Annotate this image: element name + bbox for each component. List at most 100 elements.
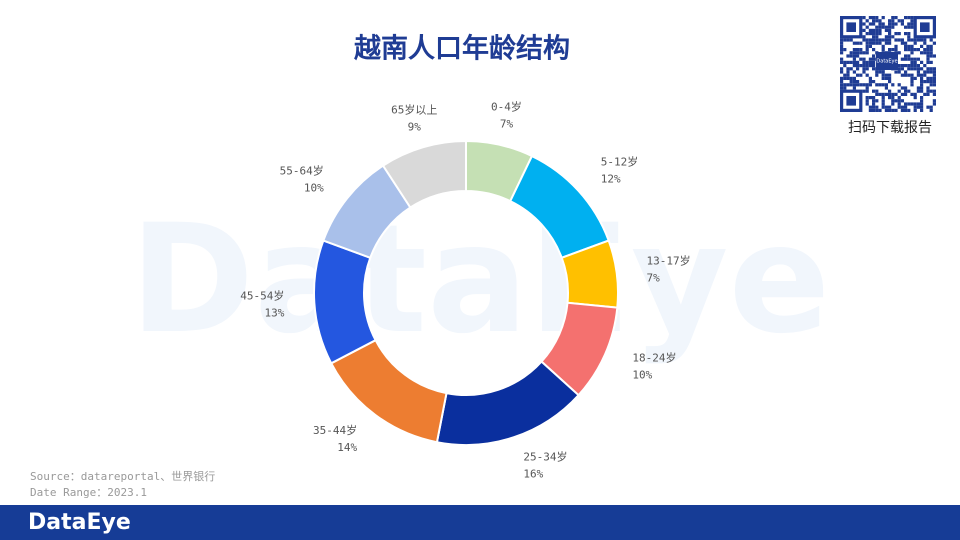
qr-cell xyxy=(849,60,853,64)
qr-cell xyxy=(904,89,908,93)
qr-cell xyxy=(884,28,888,32)
qr-cell xyxy=(852,83,856,87)
slice-category: 5-12岁 xyxy=(601,155,639,169)
qr-cell xyxy=(916,86,920,90)
qr-cell xyxy=(865,19,869,23)
qr-cell xyxy=(907,67,911,71)
qr-cell xyxy=(872,35,876,39)
qr-cell xyxy=(910,48,914,52)
qr-cell xyxy=(856,41,860,45)
qr-cell xyxy=(872,89,876,93)
qr-cell xyxy=(849,54,853,58)
qr-cell xyxy=(888,19,892,23)
qr-cell xyxy=(910,22,914,26)
qr-cell xyxy=(872,48,876,52)
slice-category: 25-34岁 xyxy=(523,450,567,464)
qr-cell xyxy=(920,102,924,106)
qr-cell xyxy=(913,60,917,64)
qr-cell xyxy=(852,41,856,45)
qr-cell xyxy=(900,64,904,68)
qr-cell xyxy=(843,38,847,42)
qr-cell xyxy=(929,70,933,74)
qr-cell xyxy=(868,28,872,32)
qr-cell xyxy=(932,80,936,84)
qr-cell xyxy=(904,64,908,68)
qr-cell xyxy=(875,70,879,74)
qr-cell xyxy=(907,16,911,20)
qr-cell xyxy=(862,57,866,61)
qr-cell xyxy=(865,38,869,42)
qr-cell xyxy=(843,48,847,52)
qr-cell xyxy=(894,32,898,36)
qr-cell xyxy=(852,60,856,64)
qr-cell xyxy=(878,25,882,29)
qr-cell xyxy=(868,22,872,26)
qr-cell xyxy=(926,76,930,80)
qr-cell xyxy=(846,70,850,74)
qr-cell xyxy=(920,44,924,48)
qr-cell xyxy=(891,92,895,96)
qr-cell xyxy=(932,54,936,58)
slice-value: 16% xyxy=(523,468,543,481)
qr-cell xyxy=(894,70,898,74)
qr-cell xyxy=(916,105,920,109)
qr-cell xyxy=(859,73,863,77)
qr-cell xyxy=(862,35,866,39)
qr-cell xyxy=(840,70,844,74)
qr-cell xyxy=(875,35,879,39)
qr-cell xyxy=(872,38,876,42)
qr-cell xyxy=(910,51,914,55)
qr-cell xyxy=(907,102,911,106)
qr-cell xyxy=(891,102,895,106)
qr-cell xyxy=(849,83,853,87)
qr-cell xyxy=(916,89,920,93)
qr-finder xyxy=(846,22,856,32)
qr-cell xyxy=(926,48,930,52)
qr-cell xyxy=(865,83,869,87)
qr-cell xyxy=(888,73,892,77)
qr-logo-text: DataEye xyxy=(876,59,897,65)
qr-cell xyxy=(900,73,904,77)
qr-cell xyxy=(865,64,869,68)
qr-cell xyxy=(923,64,927,68)
qr-cell xyxy=(840,48,844,52)
qr-cell xyxy=(900,86,904,90)
qr-cell xyxy=(884,41,888,45)
qr-cell xyxy=(913,67,917,71)
qr-cell xyxy=(881,48,885,52)
qr-cell xyxy=(888,28,892,32)
qr-cell xyxy=(872,108,876,112)
qr-cell xyxy=(888,108,892,112)
qr-cell xyxy=(881,25,885,29)
qr-cell xyxy=(868,60,872,64)
qr-cell xyxy=(929,89,933,93)
qr-label: 扫码下载报告 xyxy=(848,120,932,136)
qr-cell xyxy=(910,19,914,23)
qr-cell xyxy=(878,19,882,23)
qr-cell xyxy=(872,102,876,106)
qr-cell xyxy=(923,51,927,55)
qr-cell xyxy=(907,64,911,68)
qr-cell xyxy=(865,86,869,90)
qr-cell xyxy=(926,70,930,74)
qr-cell xyxy=(907,54,911,58)
qr-cell xyxy=(904,86,908,90)
qr-cell xyxy=(859,83,863,87)
qr-cell xyxy=(846,76,850,80)
qr-cell xyxy=(884,83,888,87)
qr-cell xyxy=(897,70,901,74)
qr-cell xyxy=(897,105,901,109)
qr-cell xyxy=(875,19,879,23)
qr-cell xyxy=(904,32,908,36)
qr-cell xyxy=(891,16,895,20)
qr-cell xyxy=(888,80,892,84)
qr-cell xyxy=(910,16,914,20)
qr-cell xyxy=(868,83,872,87)
qr-cell xyxy=(862,64,866,68)
qr-cell xyxy=(840,41,844,45)
qr-cell xyxy=(929,108,933,112)
qr-cell xyxy=(872,99,876,103)
qr-cell xyxy=(881,70,885,74)
qr-cell xyxy=(904,73,908,77)
